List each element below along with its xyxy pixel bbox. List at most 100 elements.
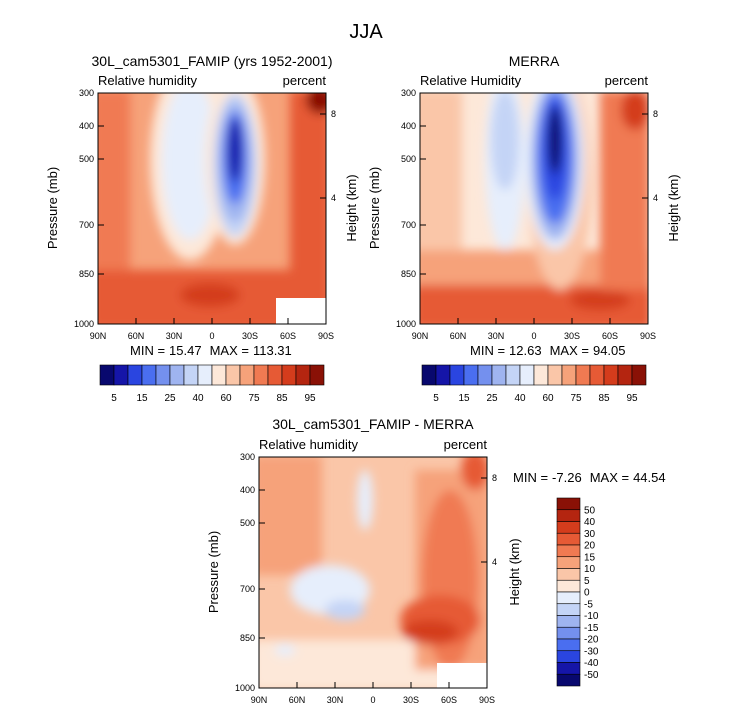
colorbar-swatch	[556, 650, 581, 663]
min-value: 12.63	[509, 343, 542, 358]
colorbar-swatch	[477, 364, 493, 386]
y2-tick-label: 4	[653, 193, 658, 203]
colorbar-swatch	[141, 364, 157, 386]
figure-title: JJA	[349, 21, 383, 43]
y-tick-label: 300	[79, 88, 94, 98]
colorbar-swatch	[556, 532, 581, 546]
colorbar-swatch	[575, 364, 591, 386]
x-tick-label: 0	[209, 331, 214, 341]
y-tick-label: 1000	[396, 319, 416, 329]
contour-field	[420, 93, 648, 324]
y-tick-label: 700	[79, 220, 94, 230]
colorbar-swatch	[519, 364, 535, 386]
x-tick-label: 60S	[441, 695, 457, 705]
colorbar-swatch	[556, 568, 581, 581]
colorbar-swatch	[556, 509, 581, 522]
colorbar-label: 25	[486, 393, 498, 404]
x-axis-ticks: 90N 60N 30N 0 30S 60S 90S	[412, 318, 656, 341]
y-tick-label: 850	[240, 633, 255, 643]
x-tick-label: 30S	[403, 695, 419, 705]
x-axis-ticks: 90N 60N 30N 0 30S 60S 90S	[90, 318, 334, 341]
colorbar-swatch	[435, 364, 451, 386]
colorbar-swatch	[183, 364, 199, 386]
max-value: 94.05	[593, 343, 626, 358]
min-max-readout: MIN = 12.63 MAX = 94.05	[470, 343, 626, 358]
colorbar-swatch	[99, 364, 115, 386]
colorbar-swatch	[211, 364, 227, 386]
y-tick-label: 700	[401, 220, 416, 230]
x-tick-label: 30S	[242, 331, 258, 341]
max-label: MAX =	[590, 470, 629, 485]
colorbar-swatch	[309, 364, 325, 386]
y-tick-label: 500	[79, 154, 94, 164]
y-axis-ticks: 300 400 500 700 850 1000	[235, 452, 265, 693]
colorbar-swatch	[561, 364, 577, 386]
colorbar-swatch	[225, 364, 241, 386]
colorbar-label: 85	[598, 393, 610, 404]
y-tick-label: 300	[240, 452, 255, 462]
y-axis-label: Pressure (mb)	[45, 167, 60, 249]
colorbar-swatch	[253, 364, 269, 386]
colorbar-swatch	[556, 638, 581, 652]
colorbar-swatch	[589, 364, 605, 386]
y2-axis-label: Height (km)	[666, 174, 681, 241]
contour-field	[98, 93, 326, 324]
max-value: 44.54	[633, 470, 666, 485]
panel-title: MERRA	[509, 53, 560, 69]
contour-field	[259, 457, 487, 688]
colorbar-label: 5	[433, 393, 439, 404]
x-tick-label: 90N	[412, 331, 429, 341]
y2-axis-label: Height (km)	[344, 174, 359, 241]
colorbar-label: -10	[584, 611, 599, 622]
colorbar-swatch	[556, 591, 581, 605]
y-tick-label: 300	[401, 88, 416, 98]
y-axis-ticks: 300 400 500 700 850 1000	[396, 88, 426, 329]
colorbar-label: -40	[584, 658, 599, 669]
x-tick-label: 90N	[251, 695, 268, 705]
min-label: MIN =	[470, 343, 505, 358]
x-tick-label: 0	[531, 331, 536, 341]
y2-axis-label: Height (km)	[507, 538, 522, 605]
min-label: MIN =	[130, 343, 165, 358]
panel-difference: 30L_cam5301_FAMIP - MERRA Relative humid…	[206, 416, 666, 705]
x-tick-label: 30N	[166, 331, 183, 341]
colorbar-swatch	[603, 364, 619, 386]
colorbar-swatch	[556, 521, 581, 534]
colorbar-label: 40	[584, 517, 596, 528]
y-tick-label: 500	[401, 154, 416, 164]
colorbar-swatch	[239, 364, 255, 386]
colorbar-swatch	[556, 544, 581, 558]
left-label: Relative humidity	[259, 437, 358, 452]
y-tick-label: 400	[79, 121, 94, 131]
left-label: Relative humidity	[98, 73, 197, 88]
colorbar-label: 95	[304, 393, 316, 404]
left-label: Relative Humidity	[420, 73, 522, 88]
x-tick-label: 90S	[479, 695, 495, 705]
max-label: MAX =	[550, 343, 589, 358]
colorbar-swatch	[267, 364, 283, 386]
colorbar-swatch	[491, 364, 507, 386]
x-tick-label: 60N	[128, 331, 145, 341]
colorbar-swatch	[556, 556, 581, 569]
x-tick-label: 60S	[280, 331, 296, 341]
y-axis-label: Pressure (mb)	[206, 531, 221, 613]
colorbar-swatch	[155, 364, 171, 386]
colorbar-label: -20	[584, 635, 599, 646]
colorbar	[99, 364, 325, 386]
colorbar-swatch	[169, 364, 185, 386]
colorbar-swatch	[505, 364, 521, 386]
right-label: percent	[605, 73, 649, 88]
x-tick-label: 60N	[450, 331, 467, 341]
colorbar-label: 15	[584, 552, 596, 563]
panel-title: 30L_cam5301_FAMIP (yrs 1952-2001)	[92, 53, 333, 69]
colorbar-label: 60	[220, 393, 232, 404]
colorbar-swatch	[197, 364, 213, 386]
colorbar-swatch	[127, 364, 143, 386]
colorbar-label: 25	[164, 393, 176, 404]
x-tick-label: 30S	[564, 331, 580, 341]
y2-tick-label: 8	[492, 473, 497, 483]
x-tick-label: 0	[370, 695, 375, 705]
y-axis-ticks: 300 400 500 700 850 1000	[74, 88, 104, 329]
colorbar-swatch	[556, 662, 581, 675]
